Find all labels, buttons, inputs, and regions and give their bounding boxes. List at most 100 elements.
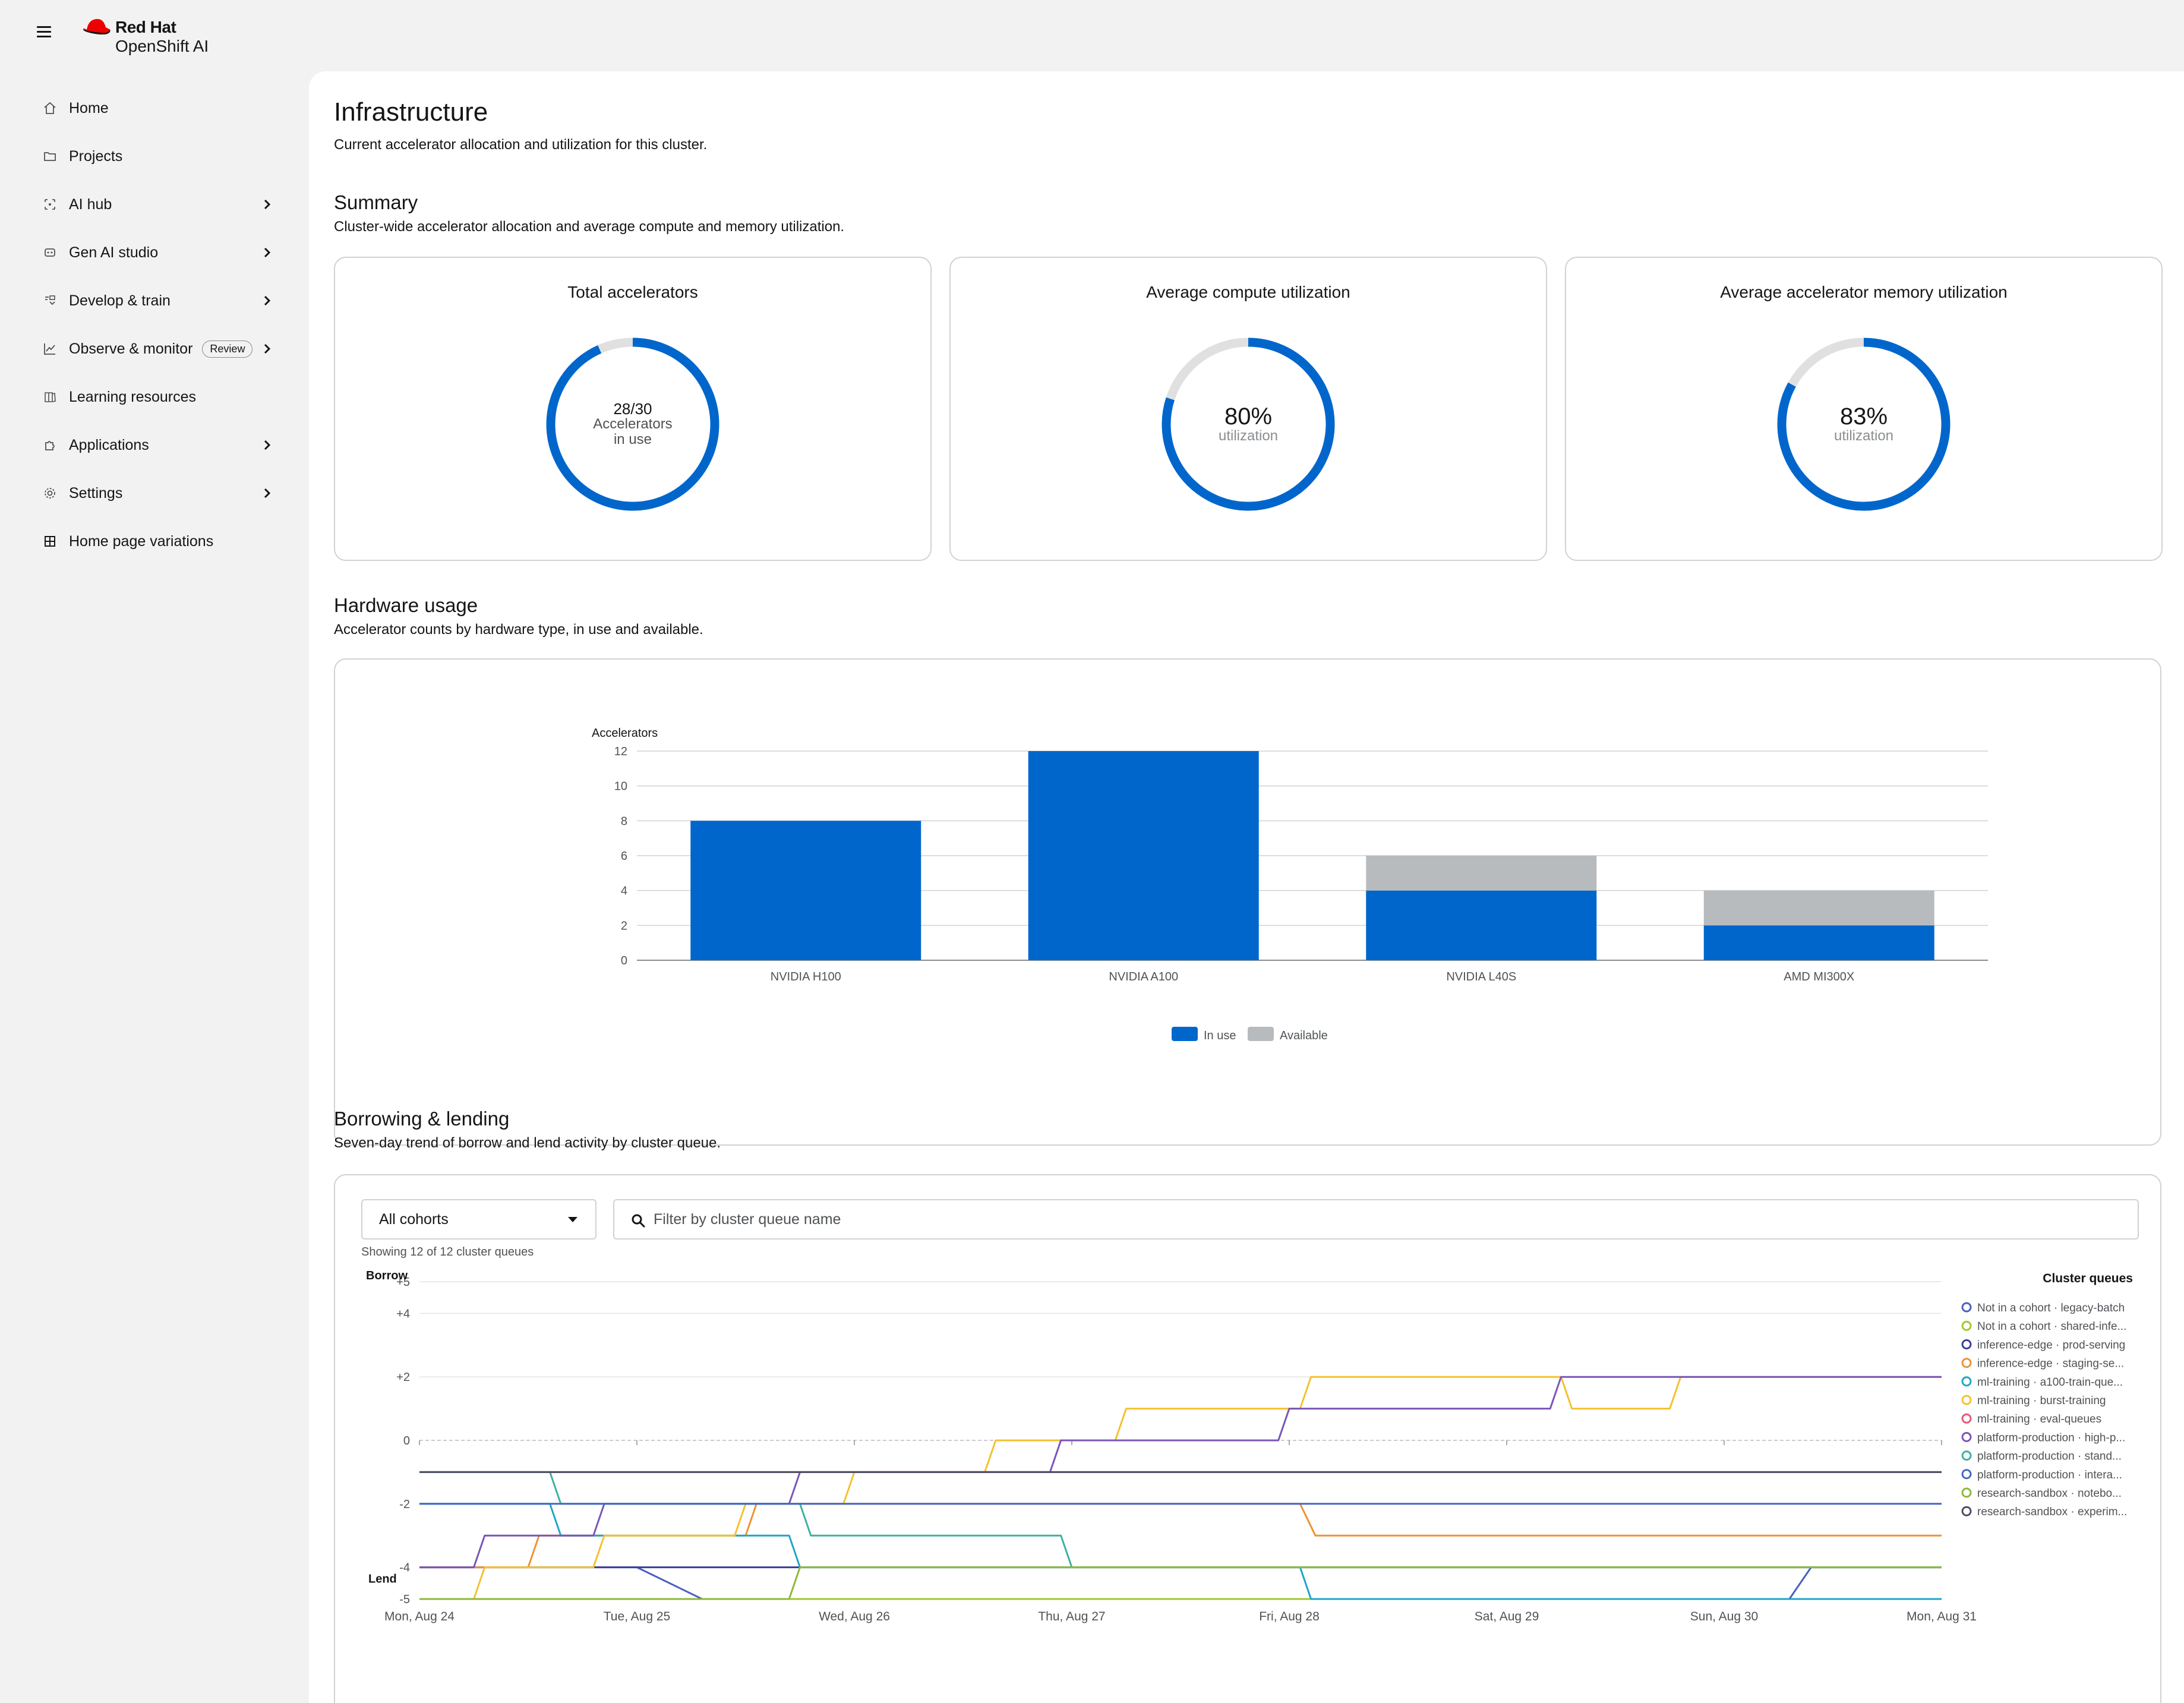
puzzle-icon xyxy=(42,437,58,453)
bar-available[interactable] xyxy=(1366,856,1597,891)
y-tick-label: 0 xyxy=(621,954,627,967)
legend-label: Not in a cohort · shared-infe... xyxy=(1977,1320,2126,1333)
borrowing-title: Borrowing & lending xyxy=(334,1108,510,1130)
sidebar-item-label: Home xyxy=(69,99,109,116)
chevron-right-icon xyxy=(264,247,271,258)
donut-fill xyxy=(546,338,719,511)
borrow-axis-label: Borrow xyxy=(366,1269,408,1282)
donut-value: 28/30 xyxy=(613,400,652,418)
sidebar-item-projects[interactable]: Projects xyxy=(42,143,279,169)
sidebar-item-observe-monitor[interactable]: Observe & monitor Review xyxy=(42,336,279,362)
y-tick-label: 6 xyxy=(621,850,627,863)
hardware-title: Hardware usage xyxy=(334,594,478,616)
x-tick-label: Thu, Aug 27 xyxy=(1038,1610,1105,1623)
sidebar-item-ai-hub[interactable]: AI hub xyxy=(42,191,279,217)
y-axis-label: Accelerators xyxy=(592,727,658,740)
donut-label: utilization xyxy=(1833,428,1894,444)
bar-in-use[interactable] xyxy=(1028,751,1259,960)
product-name: OpenShift AI xyxy=(115,37,209,55)
sidebar-item-gen-ai-studio[interactable]: Gen AI studio xyxy=(42,239,279,266)
review-badge: Review xyxy=(202,340,253,358)
queue-search[interactable] xyxy=(613,1199,2139,1240)
series-line[interactable] xyxy=(419,1503,1942,1569)
donut-value: 83% xyxy=(1839,403,1888,430)
legend-marker xyxy=(1961,1469,1972,1480)
legend-label: inference-edge · staging-se... xyxy=(1977,1358,2124,1370)
summary-title: Summary xyxy=(334,191,418,213)
bar-in-use[interactable] xyxy=(690,821,921,960)
series-line[interactable] xyxy=(419,1503,1942,1600)
legend-swatch xyxy=(1172,1027,1198,1041)
x-tick-label: Mon, Aug 24 xyxy=(384,1610,455,1623)
donut-chart: 28/30 Accelerators in use xyxy=(544,335,722,513)
borrow-lend-line-chart: +5 +4 +2 0 -2 -4 -5 Borrow Lend Mon, Aug 24 Tue, A… xyxy=(366,1269,2133,1623)
sidebar-item-home-page-variations[interactable]: Home page variations xyxy=(42,528,279,554)
chevron-right-icon xyxy=(264,440,271,450)
legend-label: platform-production · intera... xyxy=(1977,1469,2122,1481)
sidebar-item-settings[interactable]: Settings xyxy=(42,480,279,506)
sidebar-item-label: Learning resources xyxy=(69,388,197,405)
x-tick-label: Sun, Aug 30 xyxy=(1690,1610,1758,1623)
sidebar-item-label: Applications xyxy=(69,436,149,453)
legend-marker xyxy=(1961,1302,1972,1313)
legend-label: Available xyxy=(1280,1029,1328,1042)
sidebar-item-learning-resources[interactable]: Learning resources xyxy=(42,384,279,410)
legend-marker xyxy=(1961,1413,1972,1424)
x-tick-label: Fri, Aug 28 xyxy=(1259,1610,1320,1623)
code-icon xyxy=(42,292,58,309)
cohort-select[interactable]: All cohorts xyxy=(361,1199,597,1240)
grid-icon xyxy=(42,533,58,550)
chevron-right-icon xyxy=(264,343,271,354)
x-tick-label: Mon, Aug 31 xyxy=(1907,1610,1977,1623)
donut-chart: 83% utilization xyxy=(1775,335,1953,513)
y-tick-label: 10 xyxy=(614,780,627,793)
series-line[interactable] xyxy=(419,1566,1942,1600)
showing-count: Showing 12 of 12 cluster queues xyxy=(361,1245,534,1259)
series-line[interactable] xyxy=(419,1566,1942,1600)
series-line[interactable] xyxy=(419,1376,1942,1600)
y-tick-label: 0 xyxy=(403,1434,410,1447)
sidebar-item-label: AI hub xyxy=(69,195,112,213)
y-tick-label: +4 xyxy=(396,1307,410,1320)
summary-description: Cluster-wide accelerator allocation and … xyxy=(334,219,845,235)
chevron-right-icon xyxy=(264,199,271,210)
card-title: Average accelerator memory utilization xyxy=(1720,283,2008,301)
brand-name: Red Hat xyxy=(115,18,176,36)
legend-marker xyxy=(1961,1358,1972,1368)
sidebar-item-develop-train[interactable]: Develop & train xyxy=(42,288,279,314)
x-tick-label: NVIDIA A100 xyxy=(1109,970,1178,983)
x-tick-label: NVIDIA L40S xyxy=(1446,970,1516,983)
sidebar-item-applications[interactable]: Applications xyxy=(42,432,279,458)
series-line[interactable] xyxy=(419,1471,1942,1569)
legend-marker xyxy=(1961,1395,1972,1405)
legend-label: research-sandbox · experim... xyxy=(1977,1506,2127,1518)
legend-label: ml-training · a100-train-que... xyxy=(1977,1376,2123,1389)
summary-card: Average accelerator memory utilization 83… xyxy=(1565,257,2163,561)
legend-marker xyxy=(1961,1506,1972,1516)
y-tick-label: -5 xyxy=(399,1593,410,1606)
folder-icon xyxy=(42,148,58,165)
legend-label: platform-production · high-p... xyxy=(1977,1431,2125,1444)
hub-icon xyxy=(42,196,58,213)
sidebar-item-label: Develop & train xyxy=(69,292,171,309)
queue-search-input[interactable] xyxy=(654,1206,2079,1232)
y-tick-label: 2 xyxy=(621,919,627,932)
donut-fill xyxy=(1777,338,1951,511)
cohort-select-value: All cohorts xyxy=(379,1210,449,1228)
bar-in-use[interactable] xyxy=(1366,890,1597,960)
bar-available[interactable] xyxy=(1703,890,1934,926)
x-tick-label: AMD MI300X xyxy=(1784,970,1854,983)
sidebar-item-label: Settings xyxy=(69,484,123,502)
legend-label: In use xyxy=(1204,1029,1236,1042)
summary-card: Total accelerators 28/30 Accelerators in us… xyxy=(334,257,932,561)
hamburger-menu-button[interactable] xyxy=(37,26,51,38)
studio-icon xyxy=(42,244,58,261)
bar-in-use[interactable] xyxy=(1703,925,1934,960)
legend-marker xyxy=(1961,1487,1972,1498)
x-tick-label: Wed, Aug 26 xyxy=(819,1610,890,1623)
sidebar-item-home[interactable]: Home xyxy=(42,95,279,121)
main-content: Infrastructure Current accelerator alloc… xyxy=(309,71,2184,1703)
caret-down-icon xyxy=(568,1217,577,1222)
sidebar-item-label: Observe & monitor xyxy=(69,340,193,357)
legend-marker xyxy=(1961,1339,1972,1349)
